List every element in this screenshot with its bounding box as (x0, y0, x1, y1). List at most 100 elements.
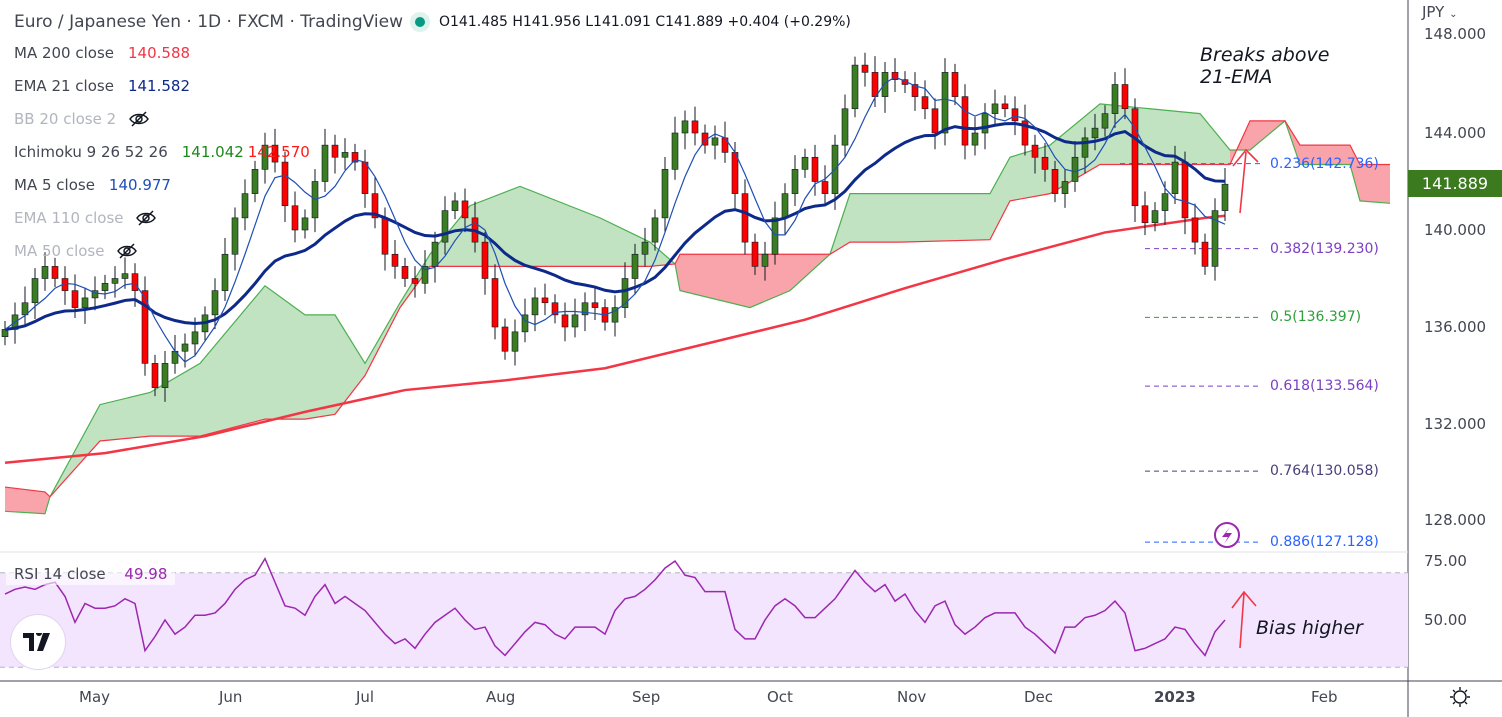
candle (481, 231, 489, 295)
candle-body (161, 363, 169, 388)
candle (401, 257, 409, 287)
candle-body (1041, 156, 1049, 170)
candle (431, 231, 439, 283)
price-tick: 140.000 (1424, 221, 1487, 239)
candle-body (991, 103, 999, 114)
indicator-row[interactable]: EMA 110 close (14, 201, 851, 234)
indicator-row[interactable]: BB 20 close 2 (14, 102, 851, 135)
candle (391, 239, 399, 279)
candle (821, 165, 829, 205)
price-tick: 148.000 (1424, 25, 1487, 43)
arrow-annotations[interactable] (1231, 148, 1259, 649)
indicator-row[interactable]: MA 200 close 140.588 (14, 36, 851, 69)
candle (751, 233, 759, 275)
candle-body (1221, 183, 1229, 211)
candle-body (191, 331, 199, 345)
candle (741, 179, 749, 255)
ma200-line (4, 214, 1226, 465)
symbol-title[interactable]: Euro / Japanese Yen · 1D · FXCM · Tradin… (14, 12, 403, 32)
candle (221, 238, 229, 302)
candle-body (1211, 210, 1219, 267)
candle (251, 160, 259, 203)
indicator-row[interactable]: MA 5 close 140.977 (14, 168, 851, 201)
candle-body (241, 193, 249, 219)
candle (811, 144, 819, 196)
cloud-segment-bullish (990, 157, 1010, 240)
annotation-bias[interactable]: Bias higher (1256, 617, 1363, 639)
candle (441, 196, 449, 255)
candle-body (271, 144, 279, 163)
lightning-icon[interactable] (1214, 522, 1240, 548)
arrow-up-icon[interactable] (1232, 148, 1259, 214)
fib-level-label: 0.764(130.058) (1270, 463, 1379, 480)
cloud-segment-bearish (1300, 145, 1350, 165)
candle-body (941, 72, 949, 134)
time-tick: Jun (219, 688, 243, 706)
candle (531, 287, 539, 332)
ichimoku-cloud (4, 103, 1391, 515)
candle (291, 191, 299, 243)
candle-body (1031, 144, 1039, 158)
candle-body (1051, 169, 1059, 194)
chart-legend: Euro / Japanese Yen · 1D · FXCM · Tradin… (14, 8, 851, 267)
indicator-row[interactable]: MA 50 close (14, 234, 851, 267)
indicator-row[interactable]: Ichimoku 9 26 52 26 141.042 142.570 (14, 135, 851, 168)
candle (1151, 202, 1159, 232)
candle-body (681, 120, 689, 134)
candle-body (211, 290, 219, 316)
candle-body (1091, 127, 1099, 139)
candle-body (301, 217, 309, 231)
candle-body (91, 290, 99, 299)
currency-selector[interactable]: JPY ⌄ (1422, 3, 1457, 24)
candle-body (531, 297, 539, 316)
indicator-value: 141.582 (127, 76, 190, 95)
candle-body (1071, 156, 1079, 182)
indicator-row[interactable]: EMA 21 close 141.582 (14, 69, 851, 102)
time-tick: Nov (897, 688, 927, 706)
candle (1031, 134, 1039, 174)
rsi-tick: 75.00 (1424, 552, 1467, 570)
eye-off-icon[interactable] (135, 209, 157, 226)
eye-off-icon[interactable] (116, 242, 138, 259)
candle (241, 179, 249, 231)
candle (511, 319, 519, 366)
candle (921, 80, 929, 120)
settings-icon[interactable] (1450, 687, 1470, 707)
candle-body (1101, 113, 1109, 129)
time-tick: Sep (632, 688, 661, 706)
candle-body (121, 273, 129, 279)
candle-body (851, 64, 859, 110)
cloud-segment-bullish (1010, 145, 1050, 201)
candle-body (1171, 161, 1179, 194)
candle (931, 98, 939, 150)
indicator-value: 140.977 (108, 175, 171, 194)
candle-body (751, 241, 759, 267)
candle (501, 318, 509, 360)
annotation-breaks[interactable]: Breaks above 21-EMA (1200, 44, 1330, 88)
candle-body (541, 297, 549, 304)
candle-body (881, 72, 889, 97)
indicator-label: MA 50 close (14, 241, 105, 260)
tradingview-logo[interactable] (10, 614, 66, 670)
candle-body (971, 132, 979, 146)
indicator-value-2: 142.570 (247, 142, 310, 161)
candle-body (101, 283, 109, 291)
cloud-segment-bullish (1200, 113, 1230, 165)
candle-body (341, 152, 349, 158)
candle (611, 295, 619, 337)
eye-off-icon[interactable] (128, 110, 150, 127)
candle (271, 128, 279, 173)
candle-body (411, 278, 419, 284)
candle (661, 157, 669, 233)
arrow-up-icon[interactable] (1231, 590, 1257, 649)
cloud-segment-bearish (1360, 164, 1390, 204)
candle (101, 274, 109, 300)
candle-body (431, 241, 439, 267)
candle-body (331, 144, 339, 158)
candle-body (371, 193, 379, 219)
cloud-segment-bullish (305, 314, 335, 420)
rsi-band (0, 572, 1408, 668)
market-status-icon[interactable] (415, 17, 425, 27)
candle-body (391, 253, 399, 267)
